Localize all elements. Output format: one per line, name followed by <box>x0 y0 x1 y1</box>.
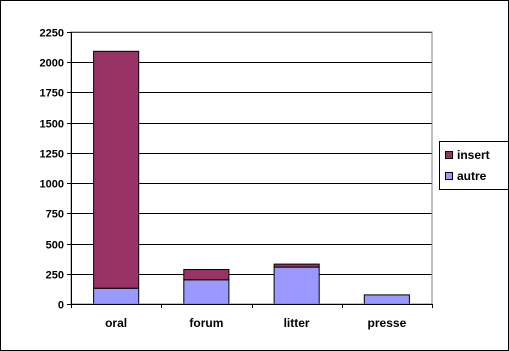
y-axis: 0 250 500 750 1000 1250 1500 1750 2000 2250 <box>40 28 72 312</box>
y-tick-label: 750 <box>46 209 64 221</box>
legend-swatch-autre <box>445 172 453 180</box>
bar-autre-oral <box>93 287 140 305</box>
y-tick-label: 2250 <box>40 28 64 40</box>
y-tick-label: 1000 <box>40 179 64 191</box>
y-tick-label: 2000 <box>40 58 64 70</box>
x-tick-label: oral <box>105 316 127 330</box>
bar-insert-forum <box>183 269 230 281</box>
x-tick-label: forum <box>189 316 223 330</box>
legend-label-autre: autre <box>457 169 487 183</box>
y-tick-label: 0 <box>58 300 64 312</box>
y-tick-label: 1750 <box>40 88 64 100</box>
x-tick-label: litter <box>284 316 310 330</box>
y-tick-label: 1250 <box>40 149 64 161</box>
legend: insert autre <box>439 141 509 190</box>
y-tick-label: 250 <box>46 270 64 282</box>
bars <box>93 50 410 305</box>
bar-insert-litter <box>273 263 320 268</box>
x-tick-label: presse <box>368 316 407 330</box>
bar-autre-litter <box>273 266 320 305</box>
y-tick-label: 500 <box>46 240 64 252</box>
bar-autre-presse <box>363 294 410 305</box>
x-axis: oral forum litter presse <box>71 304 433 330</box>
legend-swatch-insert <box>445 151 453 159</box>
bar-insert-oral <box>93 50 140 289</box>
legend-box <box>439 141 509 190</box>
legend-label-insert: insert <box>457 148 490 162</box>
bar-autre-forum <box>183 279 230 305</box>
y-tick-label: 1500 <box>40 119 64 131</box>
